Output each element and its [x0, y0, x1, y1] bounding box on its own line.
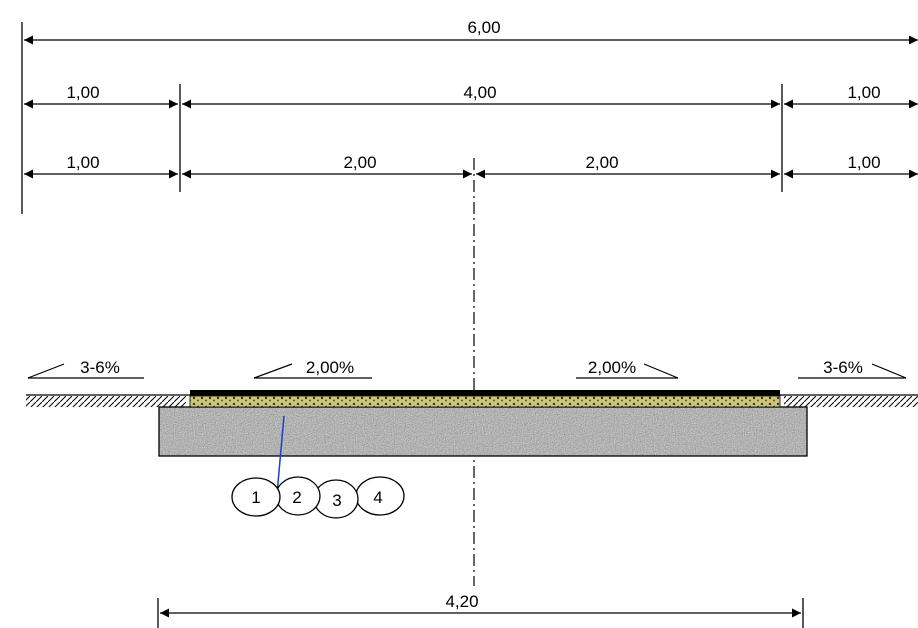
layer-leader-line	[276, 415, 285, 495]
slope-left-lane: 2,00%	[253, 358, 372, 379]
dimension-label: 1,00	[847, 153, 880, 172]
layer-bubble-1	[231, 477, 281, 517]
slope-tick	[871, 363, 907, 379]
dimension-right-shoulder-upper: 1,00	[784, 83, 918, 109]
slope-tick	[27, 363, 65, 379]
dimension-right-lane: 2,00	[476, 153, 780, 179]
layer-bubble-label: 1	[251, 488, 260, 507]
slope-left-shoulder: 3-6%	[27, 358, 144, 379]
ground-left	[26, 394, 192, 407]
extension-lines	[21, 22, 804, 628]
dimension-base-width: 4,20	[160, 592, 801, 618]
layer-bubble-label: 3	[332, 491, 341, 510]
base-texture	[159, 407, 807, 456]
gravel-layer	[189, 395, 781, 408]
slope-label: 3-6%	[80, 358, 120, 377]
dimension-left-shoulder-upper: 1,00	[24, 83, 178, 109]
slope-label: 3-6%	[823, 358, 863, 377]
dimension-right-shoulder-lower: 1,00	[784, 153, 918, 179]
dimension-carriageway: 4,00	[182, 83, 780, 109]
dimension-label: 1,00	[66, 153, 99, 172]
slope-tick	[643, 363, 679, 379]
ground-hatching	[26, 396, 186, 407]
dimension-label: 4,00	[463, 83, 496, 102]
layer-bubble-label: 2	[292, 488, 301, 507]
dimension-label: 2,00	[343, 153, 376, 172]
ground-hatching	[784, 396, 918, 407]
dimension-overall: 6,00	[24, 18, 918, 45]
layer-bubbles: 1 2 3 4	[231, 476, 405, 519]
ground-right	[780, 394, 918, 407]
slope-right-lane: 2,00%	[576, 358, 679, 379]
dimension-left-shoulder-lower: 1,00	[24, 153, 178, 179]
dimension-left-lane: 2,00	[182, 153, 472, 179]
dimension-label: 1,00	[847, 83, 880, 102]
slope-right-shoulder: 3-6%	[798, 358, 907, 379]
dimension-label: 1,00	[66, 83, 99, 102]
asphalt-surface	[190, 390, 780, 396]
layer-bubble-label: 4	[373, 488, 382, 507]
slope-tick	[253, 363, 293, 379]
slope-label: 2,00%	[588, 358, 636, 377]
dimension-label: 2,00	[585, 153, 618, 172]
dimension-label: 4,20	[445, 592, 478, 611]
slope-label: 2,00%	[306, 358, 354, 377]
road-base-layer	[158, 406, 808, 457]
dimension-label: 6,00	[467, 18, 500, 37]
